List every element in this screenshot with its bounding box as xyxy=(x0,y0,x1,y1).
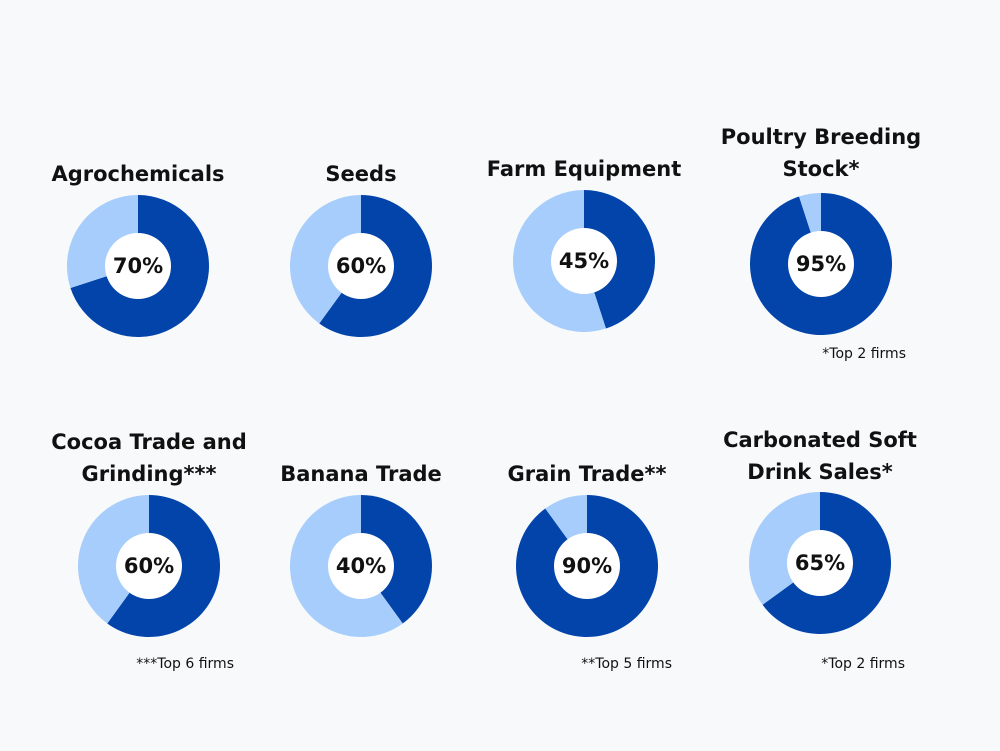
donut-ring xyxy=(749,492,891,634)
chart-title: Farm Equipment xyxy=(486,157,682,181)
donut-chart-grain-trade: Grain Trade** 90% **Top 5 firms xyxy=(472,416,702,716)
chart-title: Poultry Breeding Stock* xyxy=(720,125,922,181)
donut-chart-seeds: Seeds 60% xyxy=(246,116,476,416)
donut-chart-cocoa-trade-and-grinding: Cocoa Trade and Grinding*** 60% ***Top 6 f… xyxy=(34,416,264,716)
slice-remainder xyxy=(749,492,820,605)
slice-share-top-firms xyxy=(361,495,432,624)
percent-label: 70% xyxy=(112,254,164,278)
donut-ring xyxy=(289,495,432,637)
chart-title: Agrochemicals xyxy=(51,162,225,186)
footnote: *Top 2 firms xyxy=(821,656,905,672)
donut-ring xyxy=(512,189,655,332)
footnote: ***Top 6 firms xyxy=(136,656,234,672)
percent-label: 40% xyxy=(335,554,387,578)
chart-title: Cocoa Trade and Grinding*** xyxy=(51,430,247,486)
donut-hole xyxy=(551,228,617,294)
percent-label: 65% xyxy=(794,551,846,575)
donut-chart-poultry-breeding-stock: Poultry Breeding Stock* 95% *Top 2 firms xyxy=(706,114,936,414)
percent-label: 90% xyxy=(561,554,613,578)
donut-chart-farm-equipment: Farm Equipment 45% xyxy=(469,111,699,411)
donut-hole xyxy=(105,233,171,299)
chart-title: Grain Trade** xyxy=(507,462,667,486)
slice-remainder xyxy=(290,195,361,324)
percent-label: 60% xyxy=(335,254,387,278)
donut-hole xyxy=(554,533,620,599)
donut-hole xyxy=(328,233,394,299)
chart-title: Seeds xyxy=(325,162,397,186)
chart-title: Banana Trade xyxy=(280,462,442,486)
slice-remainder xyxy=(78,495,149,624)
footnote: **Top 5 firms xyxy=(581,656,672,672)
donut-ring xyxy=(78,495,221,637)
donut-chart-carbonated-soft-drink-sales: Carbonated Soft Drink Sales* 65% *Top 2 fi… xyxy=(705,413,935,713)
donut-ring xyxy=(750,193,892,335)
donut-chart-banana-trade: Banana Trade 40% xyxy=(246,416,476,716)
donut-hole xyxy=(787,530,853,596)
donut-chart-agrochemicals: Agrochemicals 70% xyxy=(23,116,253,416)
percent-label: 95% xyxy=(795,252,847,276)
donut-ring xyxy=(290,195,433,337)
donut-ring xyxy=(67,195,209,338)
donut-hole xyxy=(116,533,182,599)
footnote: *Top 2 firms xyxy=(822,346,906,362)
donut-hole xyxy=(328,533,394,599)
slice-share-top-firms xyxy=(584,190,655,329)
percent-label: 45% xyxy=(558,249,610,273)
donut-ring xyxy=(516,495,658,637)
percent-label: 60% xyxy=(123,554,175,578)
donut-hole xyxy=(788,231,854,297)
chart-title: Carbonated Soft Drink Sales* xyxy=(723,428,917,484)
